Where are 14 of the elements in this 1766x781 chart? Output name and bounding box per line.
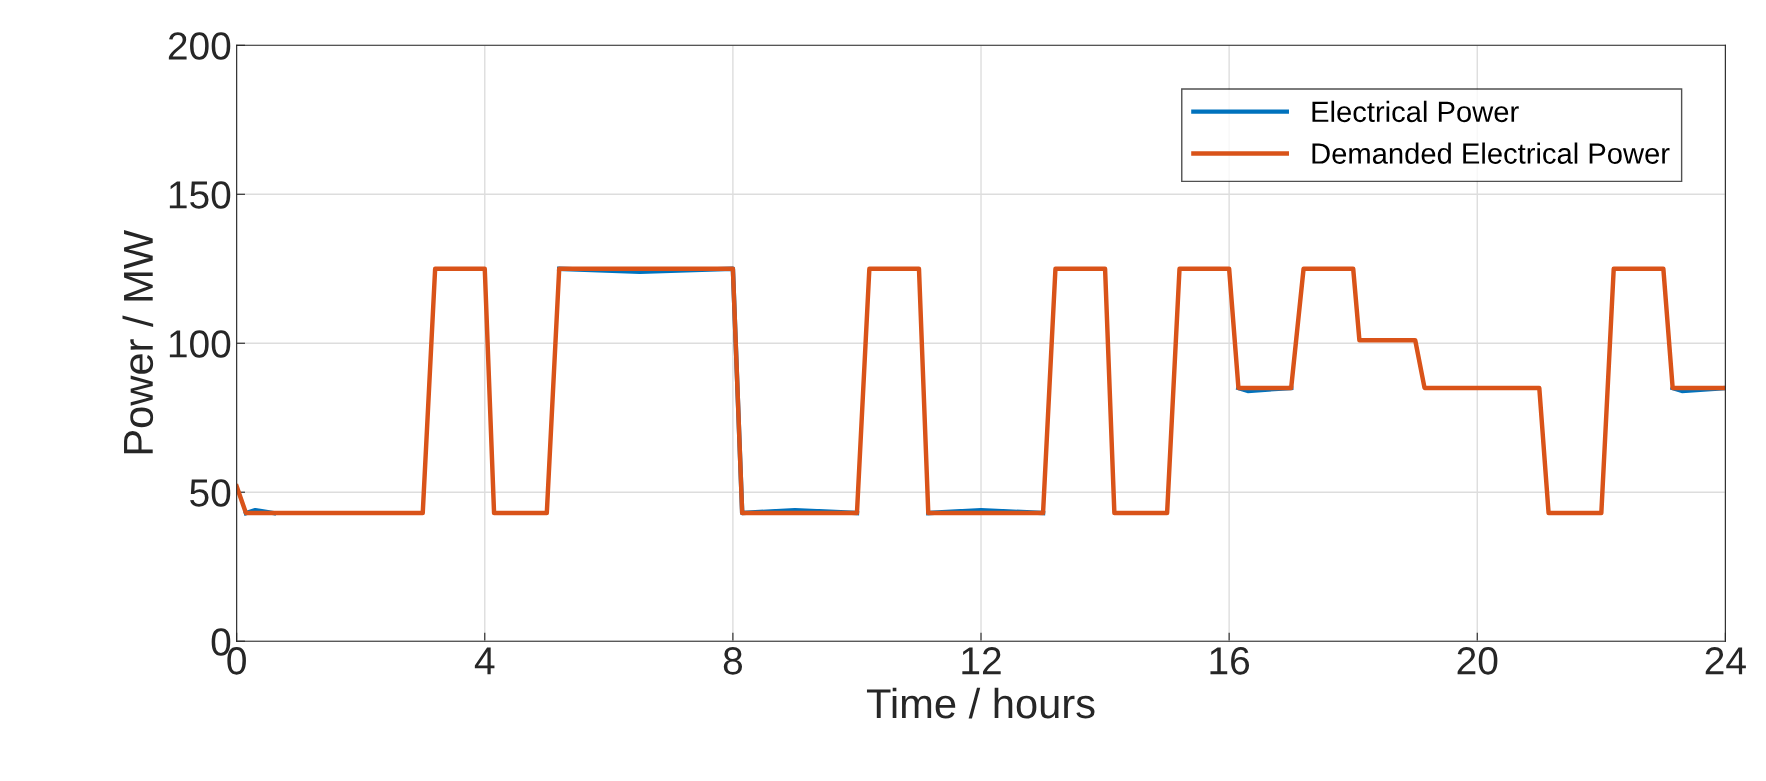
x-tick-label: 20	[1457, 647, 1498, 675]
x-tick-label: 8	[723, 647, 743, 675]
y-tick-label: 200	[168, 32, 231, 60]
y-tick-label: 50	[190, 479, 231, 507]
y-tick-label: 150	[169, 181, 231, 209]
legend-label: Electrical Power	[1312, 100, 1519, 123]
x-tick-label: 4	[474, 647, 495, 675]
y-tick-label: 100	[169, 330, 231, 358]
legend-label: Demanded Electrical Power	[1312, 142, 1670, 164]
y-axis-title: Power / MW	[122, 229, 154, 454]
x-tick-label: 24	[1705, 647, 1746, 675]
x-tick-label: 16	[1210, 647, 1250, 675]
x-axis-title: Time / hours	[866, 687, 1095, 719]
x-tick-label: 12	[962, 647, 1001, 675]
